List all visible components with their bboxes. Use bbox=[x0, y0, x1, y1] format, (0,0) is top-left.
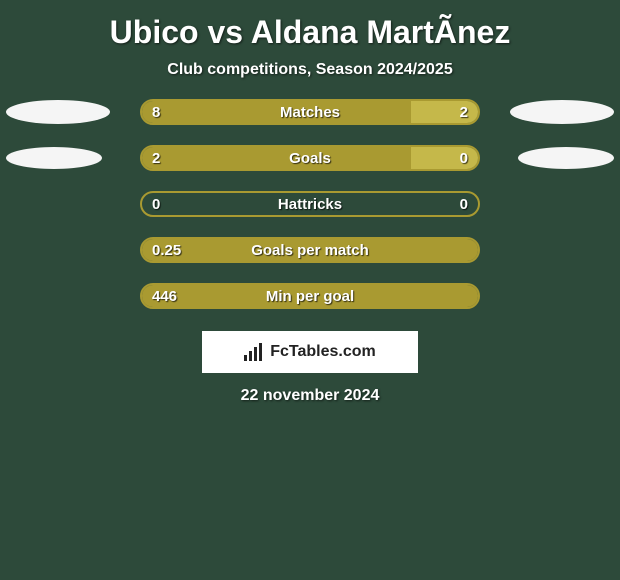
stat-value-left: 0 bbox=[152, 196, 160, 213]
stat-bar: 446 Min per goal bbox=[140, 283, 480, 309]
stat-label: Hattricks bbox=[278, 196, 342, 213]
stats-container: 8 2 Matches 2 0 Goals 0 0 Hattricks 0.25 Goals per… bbox=[0, 99, 620, 309]
decor-ellipse-left bbox=[6, 147, 102, 169]
date-text: 22 november 2024 bbox=[0, 387, 620, 405]
stat-row: 2 0 Goals bbox=[0, 145, 620, 171]
stat-value-right: 0 bbox=[460, 150, 468, 167]
stat-value-left: 446 bbox=[152, 288, 177, 305]
stat-value-left: 2 bbox=[152, 150, 160, 167]
stat-bar: 0.25 Goals per match bbox=[140, 237, 480, 263]
stat-value-left: 0.25 bbox=[152, 242, 181, 259]
stat-bar: 0 0 Hattricks bbox=[140, 191, 480, 217]
decor-ellipse-right bbox=[518, 147, 614, 169]
stat-label: Goals per match bbox=[251, 242, 369, 259]
stat-value-right: 2 bbox=[460, 104, 468, 121]
stat-label: Goals bbox=[289, 150, 331, 167]
stat-value-left: 8 bbox=[152, 104, 160, 121]
stat-row: 8 2 Matches bbox=[0, 99, 620, 125]
fill-left bbox=[142, 101, 411, 123]
brand-box: FcTables.com bbox=[202, 331, 418, 373]
decor-ellipse-right bbox=[510, 100, 614, 124]
stat-bar: 8 2 Matches bbox=[140, 99, 480, 125]
stat-row: 446 Min per goal bbox=[0, 283, 620, 309]
brand-rest: Tables.com bbox=[289, 343, 376, 360]
brand-text: FcTables.com bbox=[270, 343, 376, 361]
stat-bar: 2 0 Goals bbox=[140, 145, 480, 171]
stat-label: Min per goal bbox=[266, 288, 354, 305]
fill-left bbox=[142, 147, 411, 169]
subtitle: Club competitions, Season 2024/2025 bbox=[0, 55, 620, 99]
bar-chart-icon bbox=[244, 343, 266, 361]
stat-row: 0.25 Goals per match bbox=[0, 237, 620, 263]
decor-ellipse-left bbox=[6, 100, 110, 124]
stat-label: Matches bbox=[280, 104, 340, 121]
page-title: Ubico vs Aldana MartÃ­nez bbox=[0, 0, 620, 55]
stat-value-right: 0 bbox=[460, 196, 468, 213]
stat-row: 0 0 Hattricks bbox=[0, 191, 620, 217]
brand-fc: Fc bbox=[270, 343, 289, 360]
